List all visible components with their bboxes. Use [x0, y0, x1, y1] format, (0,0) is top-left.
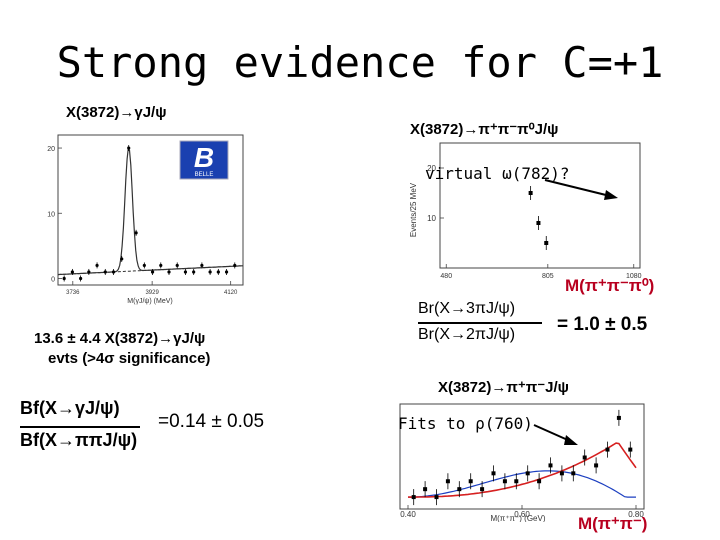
data-point [120, 255, 124, 262]
x-axis-label: M(π⁺π⁻) (GeV) [490, 514, 545, 522]
data-point [537, 473, 542, 490]
x-tick-label: 0.80 [628, 510, 644, 519]
y-tick-label: 0 [51, 276, 55, 283]
data-point [167, 268, 171, 275]
fits-rho-label: Fits to ρ(760) [398, 414, 533, 433]
data-point [70, 268, 74, 275]
data-point [528, 186, 533, 200]
data-point [445, 473, 450, 490]
bf-denominator: Bf(X→ππJ/ψ) [20, 430, 138, 450]
gamma-event-count: 13.6 ± 4.4 X(3872)→γJ/ψ [34, 330, 206, 347]
two-pi-mass-axis-title: M(π⁺π⁻) [578, 514, 648, 533]
data-point [571, 465, 576, 482]
data-point [594, 457, 599, 474]
gamma-significance: evts (>4σ significance) [48, 350, 211, 367]
slide-title: Strong evidence for C=+1 [56, 38, 664, 87]
data-point [111, 268, 116, 275]
bf-numerator: Bf(X→γJ/ψ) [20, 398, 120, 418]
x-tick-label: 480 [440, 273, 452, 280]
rho-arrow [533, 424, 578, 445]
three-pi-mass-plot: 20 10 480 805 1080 Events/25 MeV [409, 142, 642, 280]
bf-ratio-value: =0.14 ± 0.05 [158, 411, 265, 432]
two-pi-channel-label: X(3872)→π⁺π⁻J/ψ [438, 379, 569, 396]
data-point [150, 268, 155, 275]
y-tick-label: 20 [47, 146, 55, 153]
data-point [233, 262, 237, 269]
data-point [224, 268, 229, 275]
br-ratio-value: = 1.0 ± 0.5 [557, 314, 648, 335]
data-point [87, 268, 91, 275]
data-point [200, 262, 204, 269]
rho-fit-curve [408, 442, 637, 498]
data-point [491, 465, 496, 482]
y-tick-label: 10 [47, 211, 55, 218]
two-pi-mass-plot: 0.40 0.60 0.80 M(π⁺π⁻) (GeV) [399, 403, 645, 522]
data-point [502, 473, 507, 490]
belle-logo-text: BELLE [195, 172, 214, 178]
data-point [79, 275, 83, 282]
three-pi-mass-axis-title: M(π⁺π⁻π⁰) [565, 276, 655, 295]
data-point [525, 465, 530, 482]
belle-logo: B BELLE [179, 140, 229, 180]
data-point [103, 268, 107, 275]
x-tick-label: 3929 [145, 290, 159, 296]
data-point [536, 216, 541, 230]
data-point [183, 268, 188, 275]
data-point [423, 481, 428, 498]
data-point [548, 457, 553, 474]
data-point [544, 236, 549, 250]
data-point [468, 473, 473, 490]
data-point [175, 262, 179, 269]
data-point [142, 262, 146, 269]
x-axis-label: M(γJ/ψ) (MeV) [127, 298, 172, 305]
data-point [159, 262, 163, 269]
gamma-jpsi-mass-plot: 20 10 0 3736 3929 4120 M(γJ/ψ) (MeV) B BELLE [47, 134, 244, 305]
data-point [480, 481, 485, 498]
plot-frame [57, 134, 244, 286]
y-tick-label: 10 [427, 214, 436, 223]
x-tick-label: 3736 [66, 290, 80, 296]
data-point [208, 268, 212, 275]
x-tick-label: 4120 [224, 290, 238, 296]
bf-fraction-line [20, 426, 140, 428]
br-denominator: Br(X→2πJ/ψ) [418, 326, 516, 343]
y-tick-label: 20 [427, 164, 436, 173]
data-point [582, 449, 587, 466]
background-fit-curve [408, 470, 636, 498]
br-fraction-line [418, 322, 542, 324]
x-tick-label: 1080 [626, 273, 642, 280]
plot-frame [439, 142, 641, 269]
data-point [457, 481, 462, 498]
svg-text:B: B [194, 142, 214, 173]
data-point [616, 409, 621, 426]
virtual-omega-label: virtual ω(782)? [425, 164, 570, 183]
x-tick-label: 805 [542, 273, 554, 280]
data-point [127, 145, 131, 152]
three-pi-channel-label: X(3872)→π⁺π⁻π⁰J/ψ [410, 121, 559, 138]
data-point [95, 262, 99, 269]
gamma-channel-label: X(3872)→γJ/ψ [66, 104, 167, 121]
data-point [628, 441, 633, 458]
y-axis-label: Events/25 MeV [409, 182, 418, 237]
br-numerator: Br(X→3πJ/ψ) [418, 300, 516, 317]
x-tick-label: 0.40 [400, 510, 416, 519]
data-point [192, 268, 196, 275]
data-point [434, 489, 439, 506]
omega-arrow [544, 179, 618, 200]
data-point [559, 465, 564, 482]
data-point [216, 268, 220, 275]
data-point [514, 473, 519, 490]
data-point [605, 441, 610, 458]
data-point [134, 229, 138, 236]
x-tick-label: 0.60 [514, 510, 530, 519]
data-point [411, 489, 416, 506]
data-point [62, 275, 66, 282]
